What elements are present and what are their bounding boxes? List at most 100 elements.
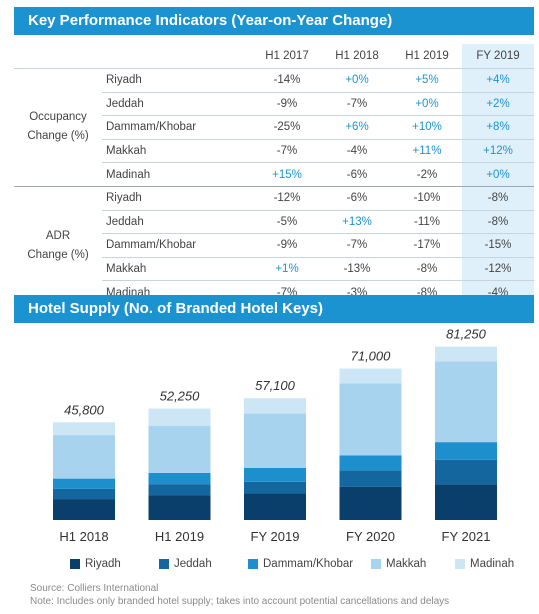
bar-segment-jeddah-3 [244,481,306,494]
bar-segment-makkah-4 [339,383,402,456]
kpi-value-cell: -4% [322,139,392,164]
category-label: FY 2020 [346,529,395,544]
table-row: Makkah +1% -13% -8% -12% [14,257,534,282]
city-label: Dammam/Khobar [102,115,252,140]
kpi-table: H1 2017 H1 2018 H1 2019 FY 2019 Occupancy Cha… [14,44,534,305]
legend-label: Makkah [386,558,427,570]
legend-swatch [159,559,169,569]
city-label: Riyadh [102,186,252,211]
source-notes: Source: Colliers International Note: Inc… [30,582,449,608]
hotel-supply-chart-svg: 45,800 H1 2018 52,250 H1 2019 57,100 FY 2019 7… [53,327,497,544]
group-label-line: Change (%) [27,248,89,261]
kpi-value-cell: +6% [322,115,392,140]
kpi-value-cell: -2% [392,162,462,187]
bar-segment-riyadh-2 [148,495,211,520]
kpi-value-cell: -8% [392,257,462,282]
kpi-value-cell: +11% [392,139,462,164]
total-label: 45,800 [64,402,105,417]
group-label-line: ADR [45,229,71,242]
city-label: Jeddah [102,92,252,117]
bar-segment-riyadh-5 [435,484,497,520]
group-label-line: Change (%) [27,130,89,143]
kpi-value-cell: -17% [392,233,462,258]
total-label: 57,100 [255,378,296,393]
legend-item: Makkah [371,558,426,570]
kpi-value-cell: -9% [252,233,322,258]
bar-segment-riyadh-3 [244,493,306,520]
group-label-line: Occupancy [29,111,87,124]
kpi-header-row: H1 2017 H1 2018 H1 2019 FY 2019 [14,44,534,69]
legend-item: Madinah [455,558,514,570]
kpi-value-cell: +10% [392,115,462,140]
kpi-value-cell: -10% [392,186,462,211]
kpi-value-cell: +5% [392,68,462,93]
table-row: Jeddah -9% -7% +0% +2% [14,92,534,117]
bar-segment-madinah-5 [435,346,497,362]
column-header: FY 2019 [462,44,534,69]
column-header: H1 2018 [322,44,392,69]
legend-item: Riyadh [70,558,121,570]
table-row: Occupancy Change (%) Riyadh -14% +0% +5% +4% [14,68,534,187]
source-text: Source: Colliers International [30,583,159,594]
bar-segment-makkah-1 [53,435,115,479]
kpi-value-cell: +1% [252,257,322,282]
legend-swatch [248,559,258,569]
kpi-value-cell: +0% [322,68,392,93]
table-row: Dammam/Khobar -9% -7% -17% -15% [14,233,534,258]
group-label: ADR Change (%) [14,186,102,304]
kpi-value-cell: +0% [392,92,462,117]
table-row: Madinah +15% -6% -2% +0% [14,162,534,187]
total-label: 71,000 [351,349,392,364]
kpi-value-cell: +8% [462,115,534,140]
table-row: Makkah -7% -4% +11% +12% [14,139,534,164]
bar-segment-dammam-khobar-1 [53,478,115,489]
chart-legend: Riyadh Jeddah Dammam/Khobar Makkah Madinah [14,558,534,576]
category-label: FY 2019 [251,529,300,544]
city-label: Dammam/Khobar [102,233,252,258]
bar-segment-madinah-2 [148,408,211,426]
bar-segment-dammam-khobar-3 [244,467,306,482]
legend-label: Madinah [470,558,515,570]
bar-segment-jeddah-5 [435,459,497,485]
category-label: H1 2018 [59,529,108,544]
kpi-value-cell: -8% [462,186,534,211]
kpi-table-container: H1 2017 H1 2018 H1 2019 FY 2019 Occupancy Cha… [14,44,534,305]
kpi-value-cell: +4% [462,68,534,93]
legend-label: Dammam/Khobar [263,558,354,570]
table-row: ADR Change (%) Riyadh -12% -6% -10% -8% [14,186,534,261]
kpi-value-cell: -14% [252,68,322,93]
bar-segment-riyadh-4 [339,486,402,520]
kpi-value-cell: -6% [322,162,392,187]
kpi-value-cell: +15% [252,162,322,187]
supply-title-banner: Hotel Supply (No. of Branded Hotel Keys) [14,295,534,323]
bar-segment-makkah-2 [148,425,211,473]
bar-segment-makkah-5 [435,361,497,443]
kpi-value-cell: -5% [252,210,322,235]
note-text: Note: Includes only branded hotel supply… [30,596,450,607]
kpi-value-cell: +2% [462,92,534,117]
bar-segment-riyadh-1 [53,499,115,520]
legend-swatch [455,559,465,569]
table-row: Dammam/Khobar -25% +6% +10% +8% [14,115,534,140]
bar-segment-jeddah-1 [53,488,115,500]
bar-segment-jeddah-2 [148,484,211,496]
kpi-value-cell: -12% [462,257,534,282]
group-label: Occupancy Change (%) [14,68,102,187]
kpi-value-cell: -6% [322,186,392,211]
kpi-value-cell: -25% [252,115,322,140]
bar-segment-madinah-1 [53,422,115,436]
kpi-value-cell: -15% [462,233,534,258]
kpi-value-cell: -13% [322,257,392,282]
city-label: Makkah [102,257,252,282]
kpi-value-cell: +0% [462,162,534,187]
column-header: H1 2019 [392,44,462,69]
legend-item: Jeddah [159,558,212,570]
legend-label: Jeddah [174,558,212,570]
kpi-value-cell: +12% [462,139,534,164]
bar-segment-dammam-khobar-2 [148,472,211,485]
hotel-supply-chart: 45,800 H1 2018 52,250 H1 2019 57,100 FY 2019 7… [14,327,534,578]
kpi-value-cell: -7% [322,92,392,117]
bar-segment-madinah-3 [244,398,306,414]
bar-segment-jeddah-4 [339,470,402,487]
kpi-value-cell: -8% [462,210,534,235]
